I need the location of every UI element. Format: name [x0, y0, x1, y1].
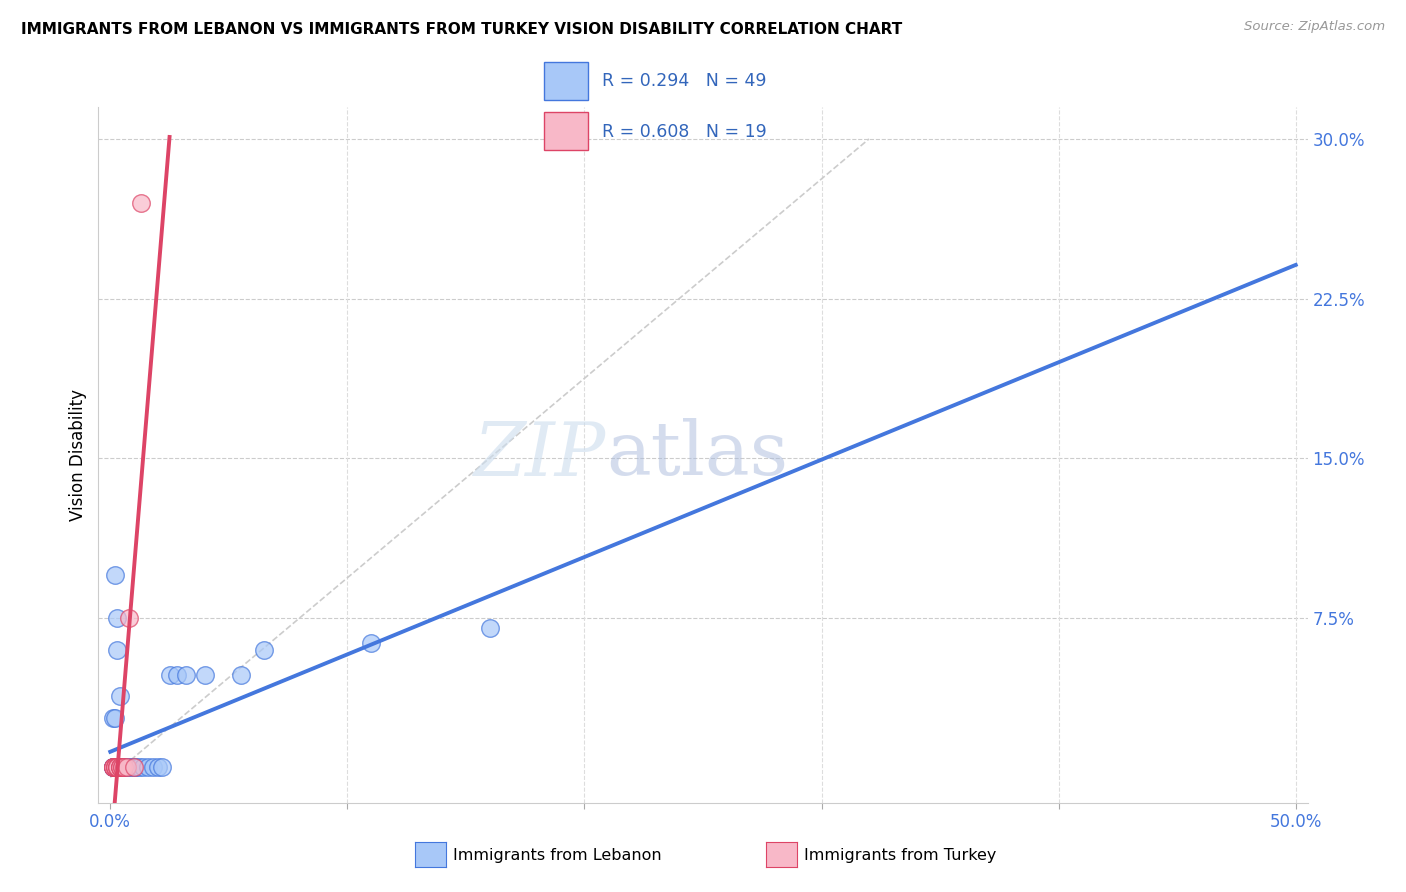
Point — [152, 759, 174, 773]
Point — [146, 759, 169, 773]
FancyBboxPatch shape — [544, 112, 588, 150]
Point — [159, 668, 181, 682]
Point — [101, 711, 124, 725]
Point — [111, 759, 134, 773]
Point — [104, 759, 127, 773]
Point — [115, 759, 138, 773]
Point — [114, 759, 136, 773]
Point — [108, 759, 131, 773]
Point — [114, 759, 136, 773]
Point — [105, 759, 128, 773]
Text: Immigrants from Turkey: Immigrants from Turkey — [804, 848, 997, 863]
Point — [105, 759, 128, 773]
Text: ZIP: ZIP — [474, 418, 606, 491]
Point — [104, 759, 127, 773]
Point — [129, 195, 152, 210]
Text: Source: ZipAtlas.com: Source: ZipAtlas.com — [1244, 20, 1385, 33]
Point — [108, 759, 131, 773]
Point — [101, 759, 124, 773]
Point — [115, 759, 138, 773]
Point — [101, 759, 124, 773]
Point — [118, 759, 141, 773]
FancyBboxPatch shape — [544, 62, 588, 100]
Point — [132, 759, 155, 773]
Point — [108, 759, 131, 773]
Point — [118, 610, 141, 624]
Point — [128, 759, 150, 773]
Text: Immigrants from Lebanon: Immigrants from Lebanon — [453, 848, 661, 863]
Point — [105, 642, 128, 657]
Y-axis label: Vision Disability: Vision Disability — [69, 389, 87, 521]
Point — [360, 636, 382, 650]
Point — [101, 759, 124, 773]
Point — [105, 759, 128, 773]
Point — [114, 759, 136, 773]
Point — [108, 759, 131, 773]
Point — [104, 759, 127, 773]
Point — [478, 621, 501, 635]
Point — [104, 759, 127, 773]
Point — [174, 668, 197, 682]
Point — [111, 759, 134, 773]
Point — [253, 642, 276, 657]
Point — [104, 759, 127, 773]
Point — [122, 759, 145, 773]
Text: IMMIGRANTS FROM LEBANON VS IMMIGRANTS FROM TURKEY VISION DISABILITY CORRELATION : IMMIGRANTS FROM LEBANON VS IMMIGRANTS FR… — [21, 22, 903, 37]
Point — [108, 759, 131, 773]
Point — [104, 759, 127, 773]
Point — [101, 759, 124, 773]
Point — [108, 690, 131, 704]
Point — [111, 759, 134, 773]
Point — [166, 668, 188, 682]
Point — [121, 759, 143, 773]
Point — [105, 759, 128, 773]
Point — [229, 668, 252, 682]
Point — [136, 759, 159, 773]
Point — [104, 759, 127, 773]
Point — [104, 759, 127, 773]
Point — [108, 759, 131, 773]
Point — [104, 711, 127, 725]
Text: R = 0.294   N = 49: R = 0.294 N = 49 — [602, 72, 766, 90]
Point — [105, 610, 128, 624]
Point — [111, 759, 134, 773]
Text: R = 0.608   N = 19: R = 0.608 N = 19 — [602, 123, 766, 141]
Text: atlas: atlas — [606, 418, 789, 491]
Point — [104, 759, 127, 773]
Point — [105, 759, 128, 773]
Point — [142, 759, 165, 773]
Point — [105, 759, 128, 773]
Point — [105, 759, 128, 773]
Point — [122, 759, 145, 773]
Point — [101, 759, 124, 773]
Point — [111, 759, 134, 773]
Point — [101, 759, 124, 773]
Point — [111, 759, 134, 773]
Point — [194, 668, 217, 682]
Point — [101, 759, 124, 773]
Point — [125, 759, 148, 773]
Point — [104, 568, 127, 582]
Point — [108, 759, 131, 773]
